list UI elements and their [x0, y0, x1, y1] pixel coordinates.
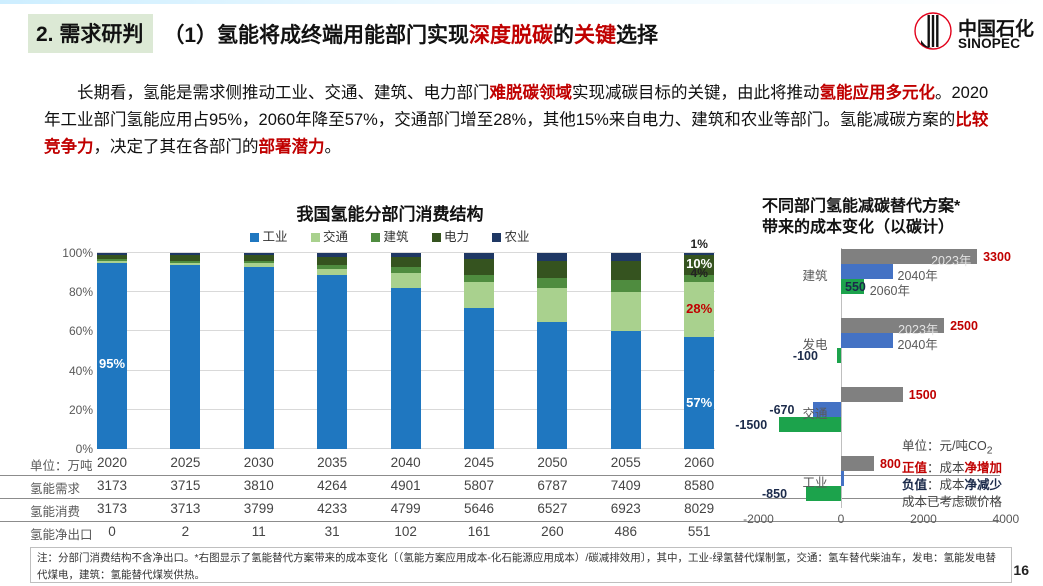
svg-text:SINOPEC: SINOPEC — [958, 36, 1020, 51]
